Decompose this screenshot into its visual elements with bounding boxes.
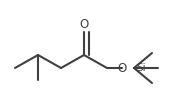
Text: Si: Si	[136, 63, 146, 73]
Text: O: O	[79, 17, 89, 30]
Text: O: O	[117, 61, 127, 74]
